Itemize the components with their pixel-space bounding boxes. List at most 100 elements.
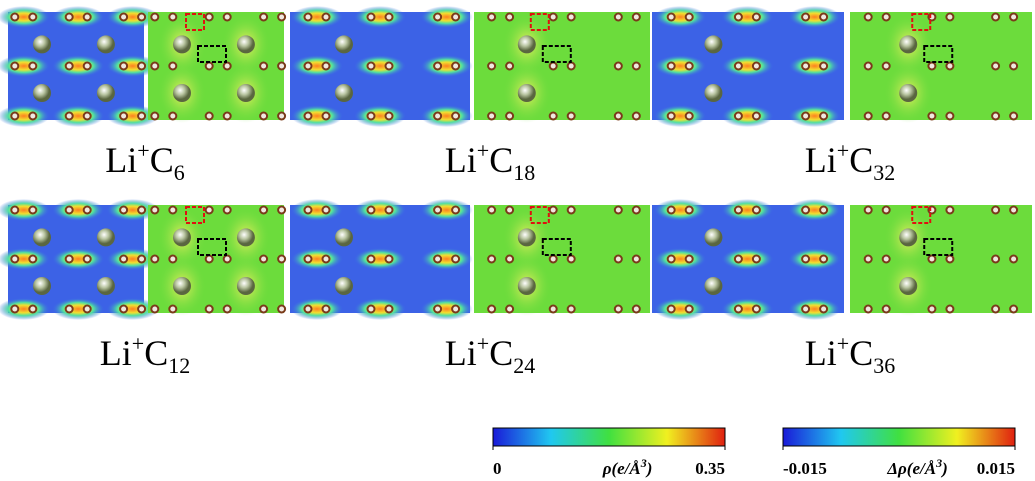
bond-glow <box>421 6 473 28</box>
carbon-atom <box>29 207 36 214</box>
label-element: C <box>849 140 873 180</box>
bond-glow <box>721 6 773 28</box>
carbon-atom <box>434 63 441 70</box>
carbon-atom <box>753 113 760 120</box>
carbon-atom <box>735 113 742 120</box>
carbon-atom <box>802 207 809 214</box>
carbon-atom <box>452 113 459 120</box>
carbon-atom <box>506 14 513 21</box>
bond-glow <box>52 6 104 28</box>
carbon-atom <box>668 207 675 214</box>
carbon-atom <box>260 306 267 313</box>
label-sub: 18 <box>513 160 535 185</box>
bond-glow <box>291 248 343 270</box>
carbon-atom <box>386 306 393 313</box>
carbon-atom <box>452 256 459 263</box>
carbon-atom <box>368 113 375 120</box>
carbon-atom <box>323 256 330 263</box>
diff-density-map <box>850 12 1032 123</box>
bond-glow <box>52 199 104 221</box>
density-map <box>652 199 844 320</box>
carbon-atom <box>434 14 441 21</box>
label-end: ) <box>940 459 948 478</box>
lithium-atom <box>704 84 722 102</box>
carbon-atom <box>11 306 18 313</box>
carbon-atom <box>260 113 267 120</box>
carbon-atom <box>1010 256 1017 263</box>
bond-glow <box>789 55 841 77</box>
carbon-atom <box>488 14 495 21</box>
carbon-atom <box>120 306 127 313</box>
carbon-atom <box>488 256 495 263</box>
carbon-atom <box>138 63 145 70</box>
lithium-atom <box>704 228 722 246</box>
bond-glow <box>52 55 104 77</box>
density-map <box>652 6 844 127</box>
bond-glow <box>0 6 50 28</box>
label-element: C <box>144 333 168 373</box>
carbon-atom <box>506 256 513 263</box>
density-map <box>0 6 159 127</box>
carbon-atom <box>278 306 285 313</box>
carbon-atom <box>138 306 145 313</box>
carbon-atom <box>615 207 622 214</box>
lithium-atom <box>518 228 536 246</box>
carbon-atom <box>735 207 742 214</box>
carbon-atom <box>550 63 557 70</box>
carbon-atom <box>928 306 935 313</box>
carbon-atom <box>1010 306 1017 313</box>
label-sub: 32 <box>873 160 895 185</box>
bond-glow <box>789 248 841 270</box>
lithium-atom <box>899 228 917 246</box>
bond-glow <box>721 248 773 270</box>
bond-glow <box>421 199 473 221</box>
bond-glow <box>789 199 841 221</box>
carbon-atom <box>29 256 36 263</box>
diff-density-map <box>148 205 285 316</box>
carbon-atom <box>668 14 675 21</box>
carbon-atom <box>260 14 267 21</box>
lithium-atom <box>97 84 115 102</box>
carbon-atom <box>206 207 213 214</box>
carbon-atom <box>120 63 127 70</box>
colorbar-tick-label: 0 <box>493 459 502 478</box>
density-map <box>290 6 473 127</box>
carbon-atom <box>802 256 809 263</box>
bond-glow <box>291 105 343 127</box>
diff-density-map <box>474 205 650 316</box>
bond-glow <box>654 199 706 221</box>
colorbar: -0.0150.015Δρ(e/Å3) <box>783 428 1015 478</box>
bond-glow <box>421 298 473 320</box>
carbon-atom <box>568 306 575 313</box>
bond-glow <box>654 105 706 127</box>
lithium-atom <box>899 277 917 295</box>
bond-glow <box>654 55 706 77</box>
carbon-atom <box>568 256 575 263</box>
colorbar-tick-label: 0.35 <box>695 459 725 478</box>
carbon-atom <box>206 113 213 120</box>
bond-glow <box>0 248 50 270</box>
carbon-atom <box>66 113 73 120</box>
carbon-atom <box>386 113 393 120</box>
carbon-atom <box>820 207 827 214</box>
density-map <box>290 199 473 320</box>
carbon-atom <box>386 63 393 70</box>
carbon-atom <box>865 256 872 263</box>
carbon-atom <box>278 63 285 70</box>
carbon-atom <box>434 113 441 120</box>
carbon-atom <box>278 14 285 21</box>
lithium-atom <box>518 84 536 102</box>
carbon-atom <box>883 63 890 70</box>
carbon-atom <box>66 207 73 214</box>
colorbar-tick-label: 0.015 <box>977 459 1015 478</box>
carbon-atom <box>138 14 145 21</box>
diff-density-map <box>474 12 650 123</box>
carbon-atom <box>550 306 557 313</box>
carbon-atom <box>488 306 495 313</box>
bond-glow <box>421 248 473 270</box>
carbon-atom <box>865 14 872 21</box>
carbon-atom <box>386 14 393 21</box>
carbon-atom <box>550 207 557 214</box>
carbon-atom <box>452 63 459 70</box>
carbon-atom <box>260 207 267 214</box>
